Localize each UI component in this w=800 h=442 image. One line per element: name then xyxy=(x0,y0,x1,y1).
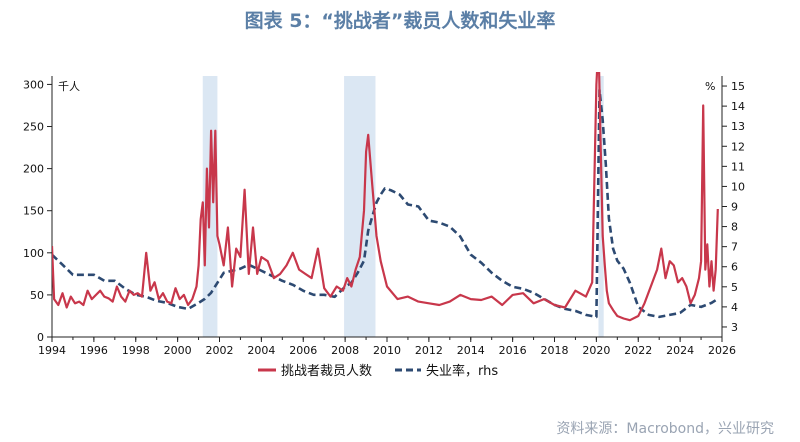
y-right-tick-label-7: 10 xyxy=(731,180,745,193)
x-tick-label-7: 2008 xyxy=(331,344,359,357)
y-right-tick-label-6: 9 xyxy=(731,201,738,214)
x-tick-label-16: 2026 xyxy=(708,344,736,357)
y-left-tick-label-4: 200 xyxy=(23,163,44,176)
left-axis-unit: 千人 xyxy=(58,80,80,93)
shaded-band-1 xyxy=(344,76,376,337)
x-tick-label-12: 2018 xyxy=(541,344,569,357)
y-right-tick-label-11: 14 xyxy=(731,100,745,113)
y-left-tick-label-6: 300 xyxy=(23,78,44,91)
x-tick-label-8: 2010 xyxy=(373,344,401,357)
legend-label-unemployment: 失业率，rhs xyxy=(426,363,498,379)
y-right-tick-label-5: 8 xyxy=(731,221,738,234)
layoffs-line xyxy=(52,72,719,322)
chart-title: 图表 5：“挑战者”裁员人数和失业率 xyxy=(244,10,556,32)
source-note: 资料来源：Macrobond，兴业研究 xyxy=(556,421,774,437)
unemployment-line xyxy=(52,88,719,319)
y-left-tick-label-0: 0 xyxy=(37,331,44,344)
y-right-tick-label-12: 15 xyxy=(731,80,745,93)
y-left-tick-label-5: 250 xyxy=(23,121,44,134)
y-left-tick-label-2: 100 xyxy=(23,247,44,260)
y-right-tick-label-3: 6 xyxy=(731,261,738,274)
x-tick-label-11: 2016 xyxy=(499,344,527,357)
x-tick-label-13: 2020 xyxy=(582,344,610,357)
x-tick-label-1: 1996 xyxy=(80,344,108,357)
x-tick-label-9: 2012 xyxy=(415,344,443,357)
y-right-tick-label-10: 13 xyxy=(731,120,745,133)
x-tick-label-2: 1998 xyxy=(122,344,150,357)
legend-label-layoffs: 挑战者裁员人数 xyxy=(281,363,372,379)
y-right-tick-label-4: 7 xyxy=(731,241,738,254)
y-left-tick-label-1: 50 xyxy=(30,289,44,302)
x-tick-label-5: 2004 xyxy=(247,344,275,357)
x-tick-label-14: 2022 xyxy=(624,344,652,357)
chart-ticks: 1994 1996 1998 2000 2002 2004 2006 2008 2010 2012… xyxy=(23,78,745,357)
x-tick-label-15: 2024 xyxy=(666,344,694,357)
legend: 挑战者裁员人数 失业率，rhs xyxy=(258,363,498,379)
x-tick-label-6: 2006 xyxy=(289,344,317,357)
x-tick-label-0: 1994 xyxy=(38,344,66,357)
y-right-tick-label-8: 11 xyxy=(731,160,745,173)
x-tick-label-4: 2002 xyxy=(206,344,234,357)
y-right-tick-label-1: 4 xyxy=(731,301,738,314)
x-tick-label-3: 2000 xyxy=(164,344,192,357)
y-right-tick-label-2: 5 xyxy=(731,281,738,294)
x-tick-label-10: 2014 xyxy=(457,344,485,357)
chart-lines xyxy=(52,72,719,322)
right-axis-unit: % xyxy=(705,80,715,93)
y-left-tick-label-3: 150 xyxy=(23,205,44,218)
y-right-tick-label-9: 12 xyxy=(731,140,745,153)
y-right-tick-label-0: 3 xyxy=(731,321,738,334)
chart-axes xyxy=(51,76,723,338)
